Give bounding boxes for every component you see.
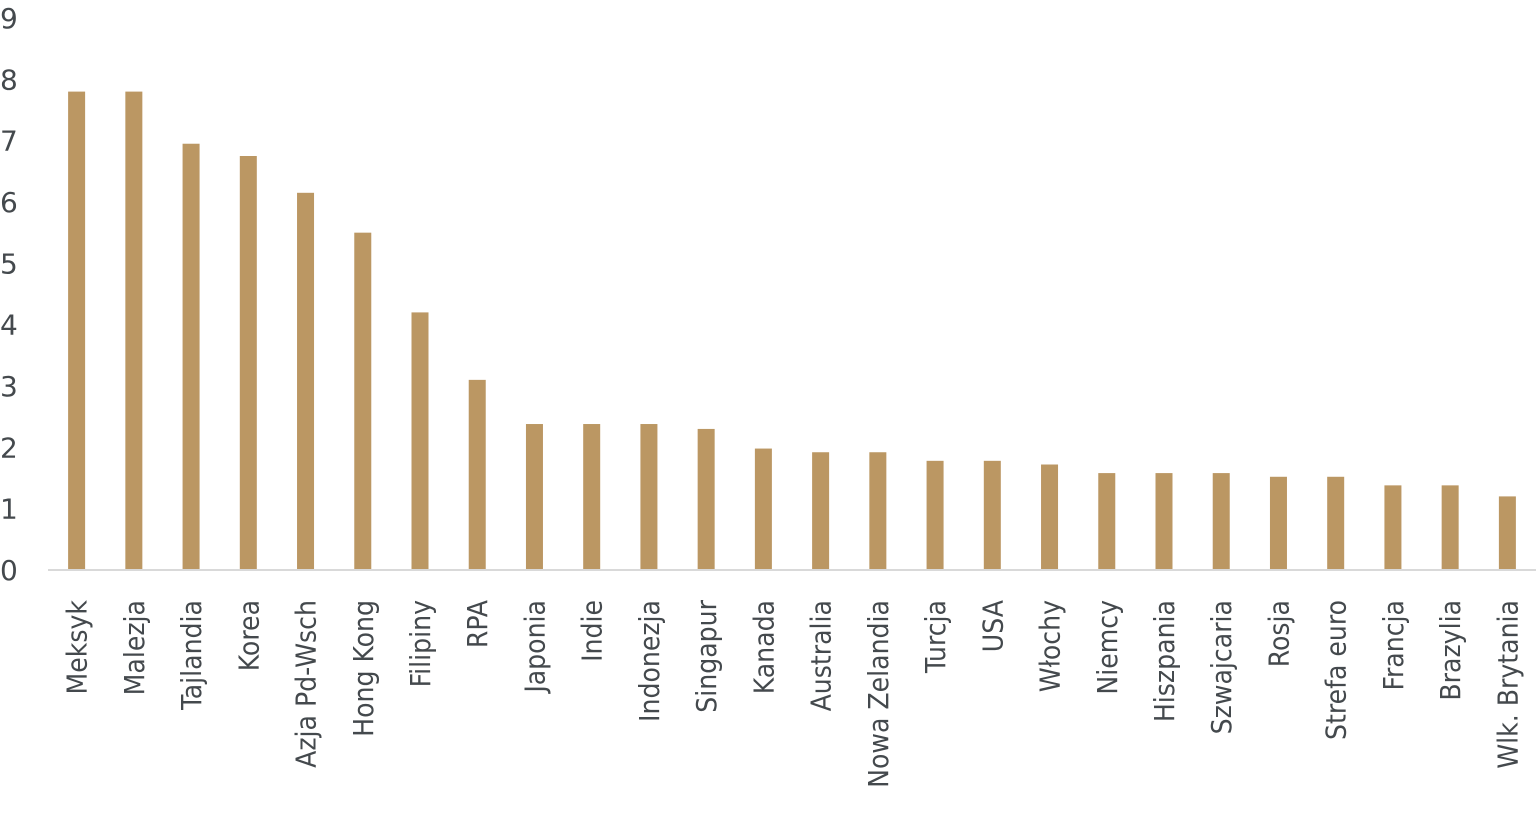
x-tick-label: Strefa euro (1320, 600, 1353, 740)
bar (583, 424, 601, 570)
x-tick-label: Indie (576, 600, 609, 662)
x-tick-label: Hong Kong (347, 600, 380, 737)
x-tick-label: Szwajcaria (1205, 600, 1238, 734)
bar (983, 460, 1001, 570)
y-tick-label: 4 (0, 309, 18, 342)
y-tick-label: 8 (0, 63, 18, 96)
y-tick-label: 9 (0, 2, 18, 35)
x-tick-label: Francja (1377, 600, 1410, 691)
x-tick-label: Kanada (747, 600, 780, 694)
x-tick-label: Rosja (1262, 600, 1295, 667)
y-tick-label: 5 (0, 247, 18, 280)
x-tick-label: Filipiny (404, 600, 437, 687)
x-tick-label: Meksyk (61, 600, 94, 695)
bar (354, 232, 372, 570)
bar (1269, 476, 1287, 570)
bar (125, 91, 143, 570)
y-axis: 0 1 2 3 4 5 6 7 8 9 (0, 2, 18, 587)
x-axis: Meksyk Malezja Tajlandia Korea Azja Pd-Wsch H… (61, 599, 1525, 788)
bar (697, 428, 715, 570)
bar (182, 143, 200, 570)
bar (411, 312, 429, 570)
x-tick-label: Indonezja (633, 600, 666, 722)
y-tick-label: 2 (0, 431, 18, 464)
bar (1212, 473, 1230, 570)
x-tick-label: Włochy (1034, 600, 1067, 692)
y-tick-label: 6 (0, 186, 18, 219)
x-tick-label: USA (976, 599, 1009, 652)
y-tick-label: 3 (0, 370, 18, 403)
x-tick-label: Nowa Zelandia (862, 600, 895, 788)
y-tick-label: 0 (0, 554, 18, 587)
bar (1384, 485, 1402, 570)
x-tick-label: RPA (461, 599, 494, 648)
bar (297, 192, 315, 571)
x-tick-label: Azja Pd-Wsch (290, 600, 323, 768)
bar (239, 156, 257, 570)
bar (1441, 485, 1459, 570)
y-tick-label: 7 (0, 125, 18, 158)
x-tick-label: Malezja (118, 600, 151, 695)
y-tick-label: 1 (0, 493, 18, 526)
x-tick-label: Wlk. Brytania (1491, 600, 1524, 769)
x-tick-label: Japonia (518, 600, 551, 695)
x-tick-label: Niemcy (1091, 600, 1124, 695)
bar (754, 448, 772, 570)
x-tick-label: Hiszpania (1148, 600, 1181, 722)
bar (1327, 476, 1345, 570)
x-tick-label: Singapur (690, 599, 723, 712)
x-tick-label: Turcja (919, 600, 952, 674)
bar (468, 379, 486, 570)
bar (525, 424, 543, 570)
bar (869, 452, 887, 570)
bar (1155, 473, 1173, 570)
bar (926, 460, 944, 570)
bar (640, 424, 658, 570)
bar (812, 452, 830, 570)
bars (68, 91, 1516, 571)
bar (1041, 464, 1059, 570)
x-tick-label: Tajlandia (175, 600, 208, 711)
bar (1498, 496, 1516, 570)
bar (1098, 473, 1116, 570)
x-tick-label: Australia (805, 600, 838, 711)
x-tick-label: Brazylia (1434, 600, 1467, 701)
x-tick-label: Korea (232, 600, 265, 671)
bar (68, 91, 86, 570)
